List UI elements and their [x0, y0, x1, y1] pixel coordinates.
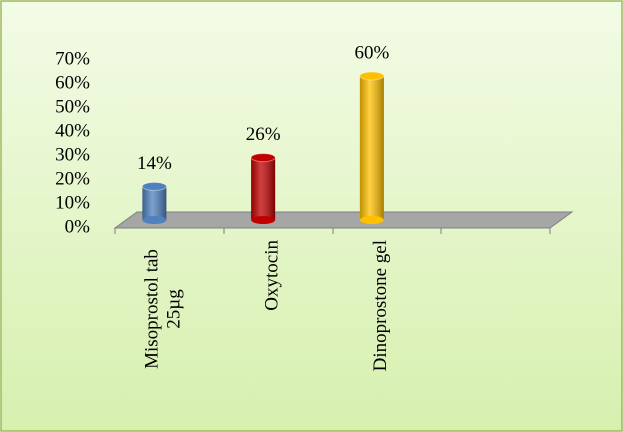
bar-top	[141, 181, 167, 191]
value-label: 26%	[246, 124, 281, 145]
label-line: Misoprostol tab	[142, 249, 163, 369]
value-label: 14%	[137, 153, 172, 174]
y-tick-label: 40%	[55, 120, 90, 141]
bar	[141, 181, 167, 224]
bar-bottom	[251, 216, 276, 224]
bar-shade	[142, 186, 167, 220]
y-tick-label: 70%	[55, 48, 90, 69]
y-tick-label: 0%	[65, 216, 91, 237]
bar-shade	[251, 157, 276, 220]
label-line: 25µg	[164, 289, 185, 329]
value-label: 60%	[354, 42, 389, 63]
bar-top	[359, 71, 385, 81]
bar-shade	[359, 76, 384, 220]
bar	[359, 71, 385, 224]
floor-ticks	[114, 228, 551, 234]
y-tick-label: 60%	[55, 72, 90, 93]
x-tick-label: Misoprostol tab25µg	[142, 249, 185, 369]
floor	[113, 211, 574, 229]
bar-top	[250, 153, 276, 163]
bar	[250, 153, 276, 224]
y-tick-label: 10%	[55, 192, 90, 213]
x-tick-label: Oxytocin	[261, 240, 282, 311]
x-tick-label: Dinoprostone gel	[370, 240, 391, 371]
y-tick-label: 50%	[55, 96, 90, 117]
y-tick-label: 20%	[55, 168, 90, 189]
y-tick-label: 30%	[55, 144, 90, 165]
bar-bottom	[359, 216, 384, 224]
bar-bottom	[142, 216, 167, 224]
